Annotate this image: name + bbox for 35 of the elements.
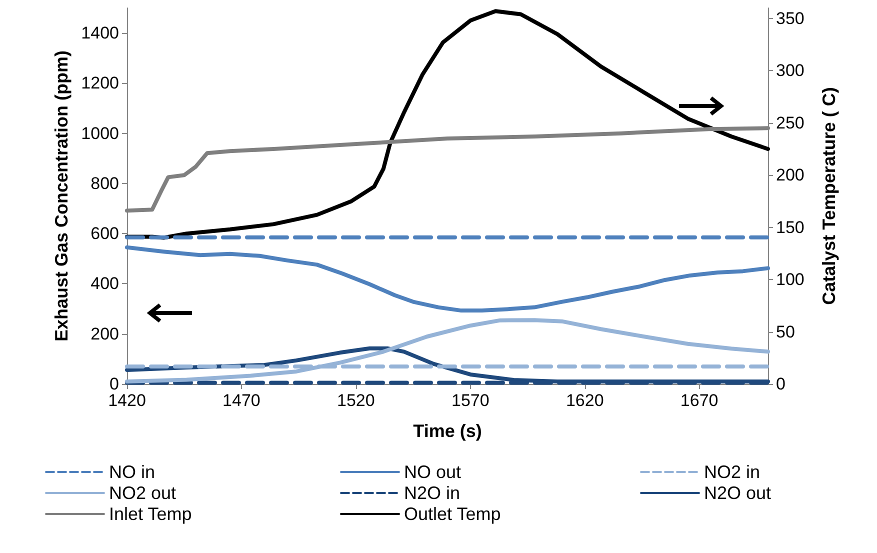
legend-label: NO2 in [704,462,760,482]
line-series [125,9,770,240]
x-tick-label: 1620 [566,391,604,410]
y-tick-label: 1400 [81,24,119,43]
legend-label: N2O in [404,483,460,503]
legend-label: NO in [109,462,156,482]
y-tick-label: 1000 [81,124,119,143]
legend-label: NO2 out [109,483,176,503]
legend-label: Outlet Temp [404,504,501,524]
x-tick-label: 1570 [451,391,490,410]
y2-tick-label: 100 [776,270,804,290]
y-tick-label: 400 [90,274,119,294]
legend-label: Inlet Temp [109,504,192,524]
x-tick-label: 1670 [680,391,718,410]
y-tick-label: 800 [90,174,119,193]
line-series [125,245,770,313]
y2-tick-label: 0 [776,374,786,394]
y2-tick-label: 50 [776,322,795,342]
y-tick-label: 1200 [81,74,119,93]
y2-tick-label: 300 [776,61,804,80]
legend-label: NO out [404,462,462,482]
x-tick-label: 1520 [337,391,375,410]
y-axis-title: Exhaust Gas Concentration (ppm) [51,50,72,342]
legend-label: N2O out [704,483,772,503]
y2-tick-label: 350 [776,8,804,28]
x-tick-label: 1420 [108,391,146,410]
y2-tick-label: 150 [776,218,804,237]
y-tick-label: 600 [90,224,119,244]
y2-tick-label: 250 [776,113,804,132]
y-tick-label: 200 [90,324,119,344]
y2-axis-title: Catalyst Temperature ( C) [819,87,839,305]
x-tick-label: 1470 [222,391,260,410]
y2-tick-label: 200 [776,166,804,185]
y-tick-label: 0 [110,374,119,394]
x-axis-title: Time (s) [413,421,482,441]
